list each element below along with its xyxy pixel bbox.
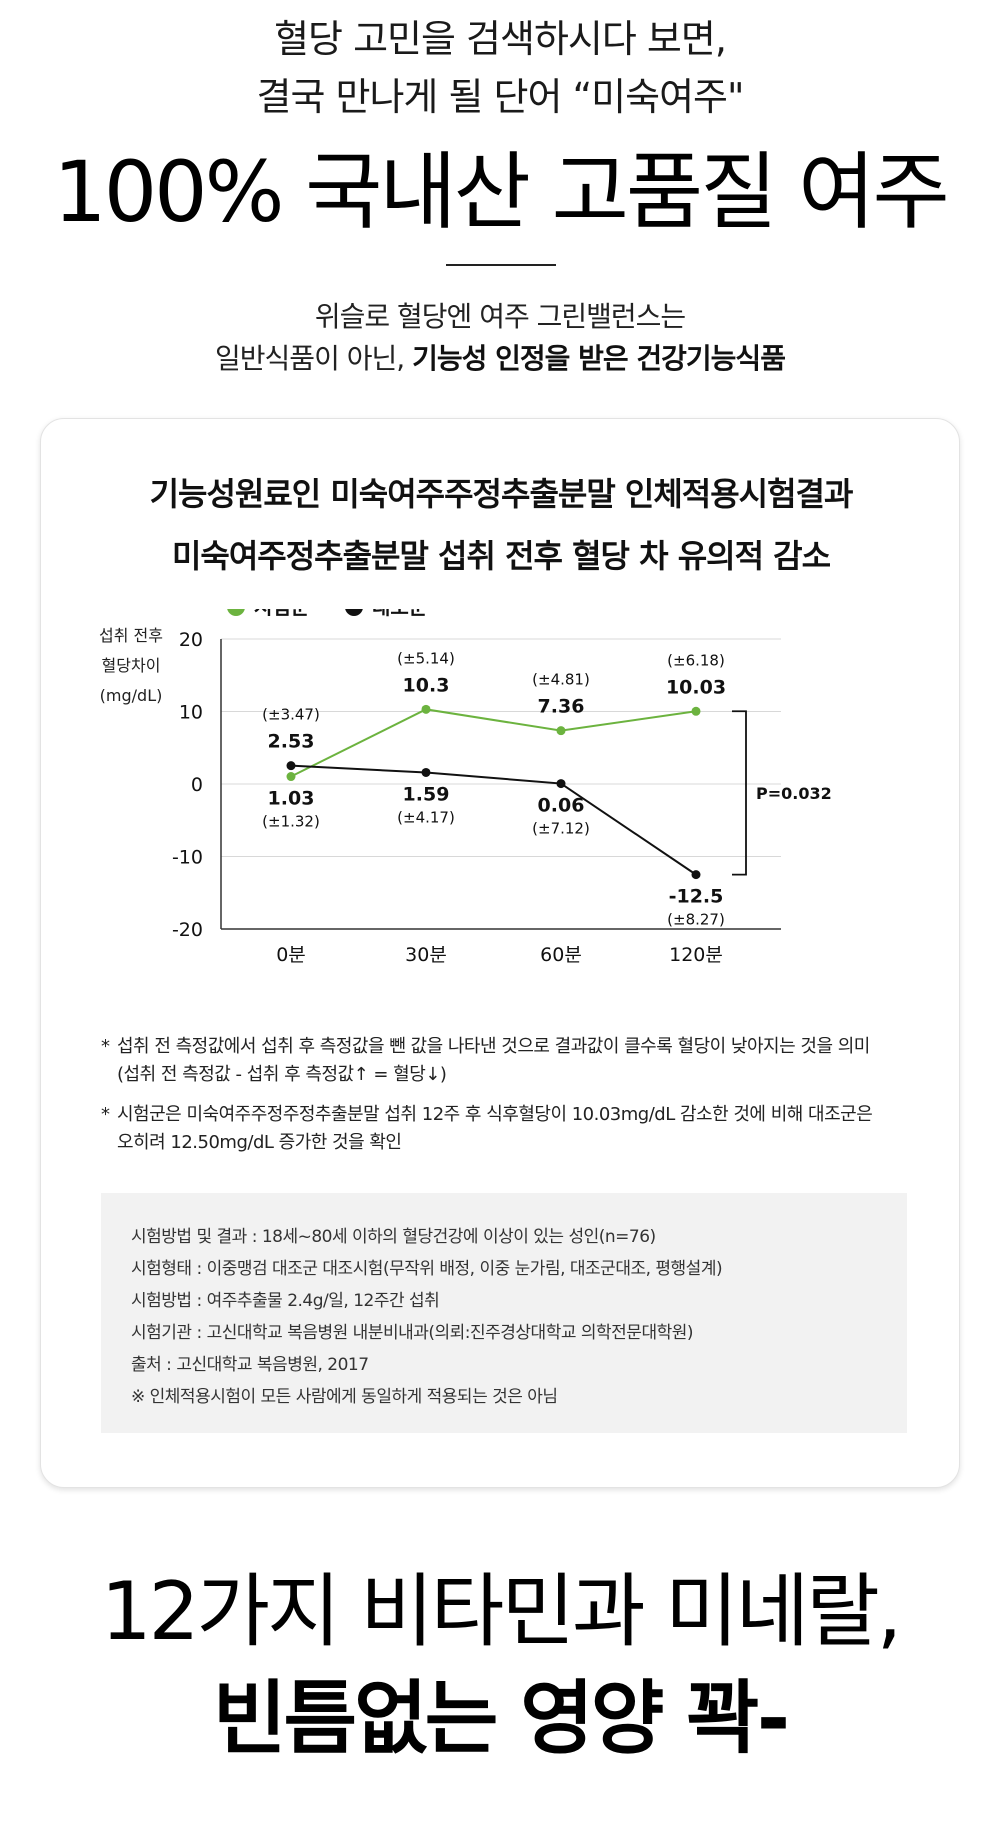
- footnote-2: * 시험군은 미숙여주주정주정추출분말 섭취 12주 후 식후혈당이 10.03…: [101, 1101, 921, 1157]
- sd-label: (±6.18): [667, 651, 725, 669]
- footnote-1: * 섭취 전 측정값에서 섭취 후 측정값을 뺀 값을 나타낸 것으로 결과값이…: [101, 1033, 921, 1089]
- sd-label: (±1.32): [262, 813, 320, 831]
- value-label: 0.06: [538, 795, 585, 817]
- result-card: 기능성원료인 미숙여주주정추출분말 인체적용시험결과 미숙여주정추출분말 섭취 …: [40, 418, 960, 1488]
- method-line: 시험형태 : 이중맹검 대조군 대조시험(무작위 배정, 이중 눈가림, 대조군…: [131, 1259, 723, 1279]
- sd-label: (±8.27): [667, 911, 725, 929]
- subtitle-line-2: 일반식품이 아닌, 기능성 인정을 받은 건강기능식품: [0, 338, 1000, 380]
- data-point-test: [421, 704, 431, 714]
- footnote-1-line-1: 섭취 전 측정값에서 섭취 후 측정값을 뺀 값을 나타낸 것으로 결과값이 클…: [117, 1036, 870, 1057]
- intro-line-1: 혈당 고민을 검색하시다 보면,: [274, 17, 727, 61]
- y-tick-label: 20: [179, 629, 203, 651]
- intro: 혈당 고민을 검색하시다 보면, 결국 만나게 될 단어 “미숙여주": [0, 10, 1000, 126]
- series-line-control: [290, 764, 697, 876]
- y-tick-label: -10: [172, 847, 203, 869]
- method-line: 시험방법 및 결과 : 18세~80세 이하의 혈당건강에 이상이 있는 성인(…: [131, 1227, 656, 1247]
- value-label: 10.03: [666, 676, 726, 698]
- y-axis-label: 섭취 전후: [99, 626, 163, 645]
- card-title-1: 기능성원료인 미숙여주주정추출분말 인체적용시험결과: [149, 475, 854, 513]
- data-point-control: [691, 870, 701, 880]
- method-line: 시험기관 : 고신대학교 복음병원 내분비내과(의뢰:진주경상대학교 의학전문대…: [131, 1323, 694, 1343]
- p-value-annotation: P=0.032: [756, 784, 832, 803]
- method-line: 출처 : 고신대학교 복음병원, 2017: [131, 1355, 369, 1375]
- footnotes: * 섭취 전 측정값에서 섭취 후 측정값을 뺀 값을 나타낸 것으로 결과값이…: [101, 1033, 921, 1169]
- sd-label: (±7.12): [532, 820, 590, 838]
- value-label: 7.36: [538, 696, 585, 718]
- legend-marker: [227, 609, 245, 616]
- value-label: -12.5: [669, 886, 724, 908]
- value-label: 2.53: [268, 731, 315, 753]
- legend-label: 시험군: [254, 609, 309, 619]
- footnote-2-line-1: 시험군은 미숙여주주정주정추출분말 섭취 12주 후 식후혈당이 10.03mg…: [117, 1104, 873, 1125]
- y-tick-label: 10: [179, 702, 203, 724]
- headline: 100% 국내산 고품질 여주: [53, 143, 950, 241]
- value-label: 10.3: [403, 674, 450, 696]
- sd-label: (±5.14): [397, 649, 455, 667]
- data-point-control: [556, 779, 566, 789]
- subtitle-bold: 기능성 인정을 받은 건강기능식품: [412, 342, 786, 375]
- card-title-2: 미숙여주정추출분말 섭취 전후 혈당 차 유의적 감소: [171, 537, 831, 575]
- subtitle-line-1: 위슬로 혈당엔 여주 그린밸런스는: [314, 300, 686, 333]
- subtitle-plain: 일반식품이 아닌,: [215, 342, 413, 375]
- footnote-1-line-2: (섭취 전 측정값 - 섭취 후 측정값↑ = 혈당↓): [117, 1064, 447, 1085]
- x-tick-label: 0분: [276, 944, 306, 966]
- data-point-test: [556, 726, 566, 736]
- footnote-star: *: [101, 1104, 110, 1125]
- closing-line-1: 12가지 비타민과 미네랄,: [100, 1565, 903, 1658]
- data-point-control: [421, 767, 431, 777]
- method-line: 시험방법 : 여주추출물 2.4g/일, 12주간 섭취: [131, 1291, 440, 1311]
- y-tick-label: -20: [172, 919, 203, 941]
- data-point-test: [691, 706, 701, 716]
- y-axis-label: (mg/dL): [100, 686, 163, 705]
- data-point-test: [286, 772, 296, 782]
- data-point-control: [286, 761, 296, 771]
- y-axis-label: 혈당차이: [102, 656, 161, 675]
- x-tick-label: 30분: [405, 944, 447, 966]
- x-tick-label: 60분: [540, 944, 582, 966]
- intro-line-2: 결국 만나게 될 단어 “미숙여주": [256, 75, 744, 119]
- value-label: 1.59: [403, 783, 450, 805]
- footnote-2-line-2: 오히려 12.50mg/dL 증가한 것을 확인: [117, 1132, 402, 1153]
- legend-marker: [345, 609, 363, 616]
- sd-label: (±4.17): [397, 808, 455, 826]
- divider: [446, 264, 556, 266]
- y-tick-label: 0: [191, 774, 203, 796]
- legend-label: 대조군: [372, 609, 427, 619]
- series-line-test: [290, 708, 697, 778]
- x-tick-label: 120분: [669, 944, 723, 966]
- method-line: ※ 인체적용시험이 모든 사람에게 동일하게 적용되는 것은 아님: [131, 1387, 558, 1407]
- subtitle: 위슬로 혈당엔 여주 그린밸런스는 일반식품이 아닌, 기능성 인정을 받은 건…: [0, 296, 1000, 380]
- study-method-box: 시험방법 및 결과 : 18세~80세 이하의 혈당건강에 이상이 있는 성인(…: [101, 1193, 907, 1433]
- footnote-star: *: [101, 1036, 110, 1057]
- significance-bracket: [732, 710, 747, 876]
- closing-line-2: 빈틈없는 영양 꽉-: [212, 1672, 790, 1765]
- closing: 12가지 비타민과 미네랄, 빈틈없는 영양 꽉-: [0, 1560, 1000, 1774]
- sd-label: (±3.47): [262, 706, 320, 724]
- value-label: 1.03: [268, 788, 315, 810]
- sd-label: (±4.81): [532, 671, 590, 689]
